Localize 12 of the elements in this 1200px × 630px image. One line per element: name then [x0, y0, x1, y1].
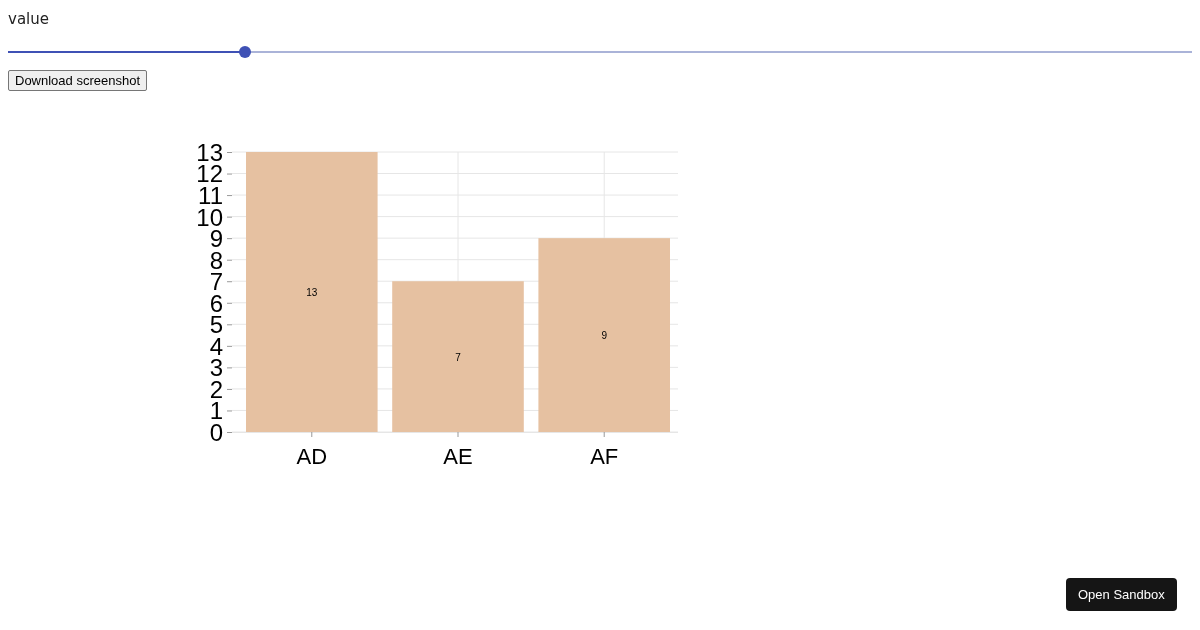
- x-tick-label: AF: [590, 444, 619, 470]
- x-tick-label: AE: [443, 444, 473, 470]
- bar: [246, 152, 378, 432]
- bar: [538, 238, 670, 432]
- bar: [392, 281, 524, 432]
- download-button: Download screenshot: [8, 70, 148, 91]
- open-button: Open Sandbox: [1066, 578, 1177, 611]
- x-tick-label: AD: [296, 444, 328, 470]
- text: value: [8, 10, 49, 28]
- data-label: 13: [306, 287, 318, 298]
- data-label: 7: [455, 351, 462, 363]
- data-label: 9: [601, 330, 608, 342]
